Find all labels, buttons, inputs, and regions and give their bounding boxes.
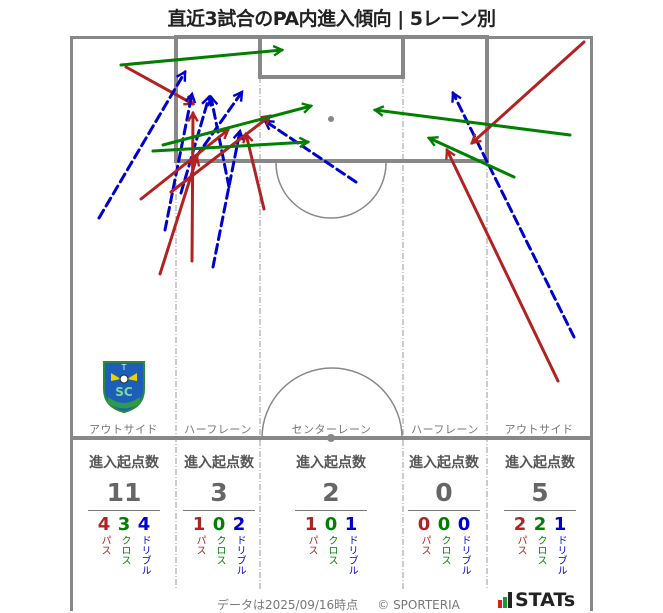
- stat-pass-label: パス: [99, 535, 110, 555]
- goal-area: [258, 35, 405, 79]
- page-title: 直近3試合のPA内進入傾向 | 5レーン別: [167, 8, 496, 30]
- cross-arrow: [119, 44, 285, 67]
- stat-pass-label: パス: [419, 535, 430, 555]
- stat-dribble-label: ドリブル: [346, 535, 357, 575]
- arrows-layer: [97, 40, 586, 383]
- stat-cross-count: 0: [324, 514, 338, 535]
- stat-total: 3: [183, 478, 255, 511]
- shield-icon: [103, 361, 145, 414]
- lane-label-left-outside: アウトサイド: [89, 423, 158, 436]
- center-circle: [261, 367, 403, 439]
- lane-stats-center: 進入起点数 2 1 パス 0 クロス 1 ドリブル: [295, 452, 367, 575]
- stat-total: 11: [88, 478, 160, 511]
- lane-label-right-outside: アウトサイド: [504, 423, 574, 436]
- stat-pass-count: 1: [192, 514, 206, 535]
- pass-arrow: [445, 147, 560, 383]
- stat-pass-count: 0: [417, 514, 431, 535]
- lane-label-center: センターレーン: [291, 423, 372, 436]
- lane-stats-left-half: 進入起点数 3 1 パス 0 クロス 2 ドリブル: [183, 452, 255, 575]
- penalty-spot: [328, 116, 334, 122]
- stat-cross-label: クロス: [439, 535, 450, 565]
- cross-arrow: [372, 105, 572, 137]
- stat-cross-label: クロス: [326, 535, 337, 565]
- stat-dribble-label: ドリブル: [234, 535, 245, 575]
- stat-dribble-label: ドリブル: [555, 535, 566, 575]
- stat-cross-label: クロス: [535, 535, 546, 565]
- stat-header: 進入起点数: [409, 455, 479, 471]
- center-spot: [327, 434, 335, 442]
- stat-dribble-label: ドリブル: [139, 535, 150, 575]
- cross-arrow: [161, 102, 314, 147]
- dribble-arrow: [179, 94, 213, 195]
- stat-cross-label: クロス: [214, 535, 225, 565]
- stat-cross-count: 0: [437, 514, 451, 535]
- lane-label-right-half: ハーフレーン: [411, 423, 479, 436]
- dribble-arrow: [211, 128, 245, 269]
- stat-dribble-count: 1: [344, 514, 358, 535]
- data-date: データは2025/09/16時点: [217, 598, 359, 612]
- stat-cross-count: 0: [212, 514, 226, 535]
- cross-arrow: [151, 136, 311, 153]
- bar-chart-icon: [498, 592, 512, 608]
- stat-pass-label: パス: [515, 535, 526, 555]
- penalty-arc: [275, 162, 387, 219]
- pass-arrow: [169, 114, 272, 194]
- stat-dribble-count: 0: [457, 514, 471, 535]
- stat-cross-label: クロス: [119, 535, 130, 565]
- dribble-arrow: [451, 90, 576, 339]
- stat-pass-label: パス: [306, 535, 317, 555]
- cross-arrow: [426, 135, 516, 179]
- stat-dribble-count: 4: [137, 514, 151, 535]
- stat-dribble-label: ドリブル: [459, 535, 470, 575]
- stat-header: 進入起点数: [89, 455, 159, 471]
- stat-total: 2: [295, 478, 367, 511]
- svg-text:SC: SC: [115, 385, 133, 399]
- stat-dribble-count: 1: [553, 514, 567, 535]
- lane-stats-right-outside: 進入起点数 5 2 パス 2 クロス 1 ドリブル: [504, 452, 576, 575]
- pass-arrow: [139, 128, 230, 201]
- lane-stats-right-half: 進入起点数 0 0 パス 0 クロス 0 ドリブル: [408, 452, 480, 575]
- brand-logo: STATs: [498, 589, 575, 611]
- stat-header: 進入起点数: [296, 455, 366, 471]
- lane-stats-left-outside: 進入起点数 11 4 パス 3 クロス 4 ドリブル: [88, 452, 160, 575]
- pass-arrow: [187, 110, 199, 263]
- stat-cross-count: 3: [117, 514, 131, 535]
- stat-pass-count: 1: [304, 514, 318, 535]
- dribble-arrow: [206, 94, 231, 189]
- stat-header: 進入起点数: [184, 455, 254, 471]
- stat-header: 進入起点数: [505, 455, 575, 471]
- dribble-arrow: [194, 90, 244, 159]
- stat-pass-count: 4: [97, 514, 111, 535]
- dribble-arrow: [262, 119, 358, 184]
- brand-name: STATs: [515, 589, 576, 611]
- stat-total: 5: [504, 478, 576, 511]
- dribble-arrow: [97, 69, 187, 220]
- stat-pass-label: パス: [194, 535, 205, 555]
- stat-dribble-count: 2: [232, 514, 246, 535]
- stat-pass-count: 2: [513, 514, 527, 535]
- copyright: © SPORTERIA: [377, 598, 460, 612]
- lane-label-left-half: ハーフレーン: [184, 423, 252, 436]
- footer-credits: データは2025/09/16時点 © SPORTERIA: [217, 596, 460, 613]
- team-crest: T SC: [101, 359, 147, 414]
- pass-arrow: [124, 65, 196, 106]
- svg-text:T: T: [121, 363, 127, 372]
- stat-cross-count: 2: [533, 514, 547, 535]
- stat-total: 0: [408, 478, 480, 511]
